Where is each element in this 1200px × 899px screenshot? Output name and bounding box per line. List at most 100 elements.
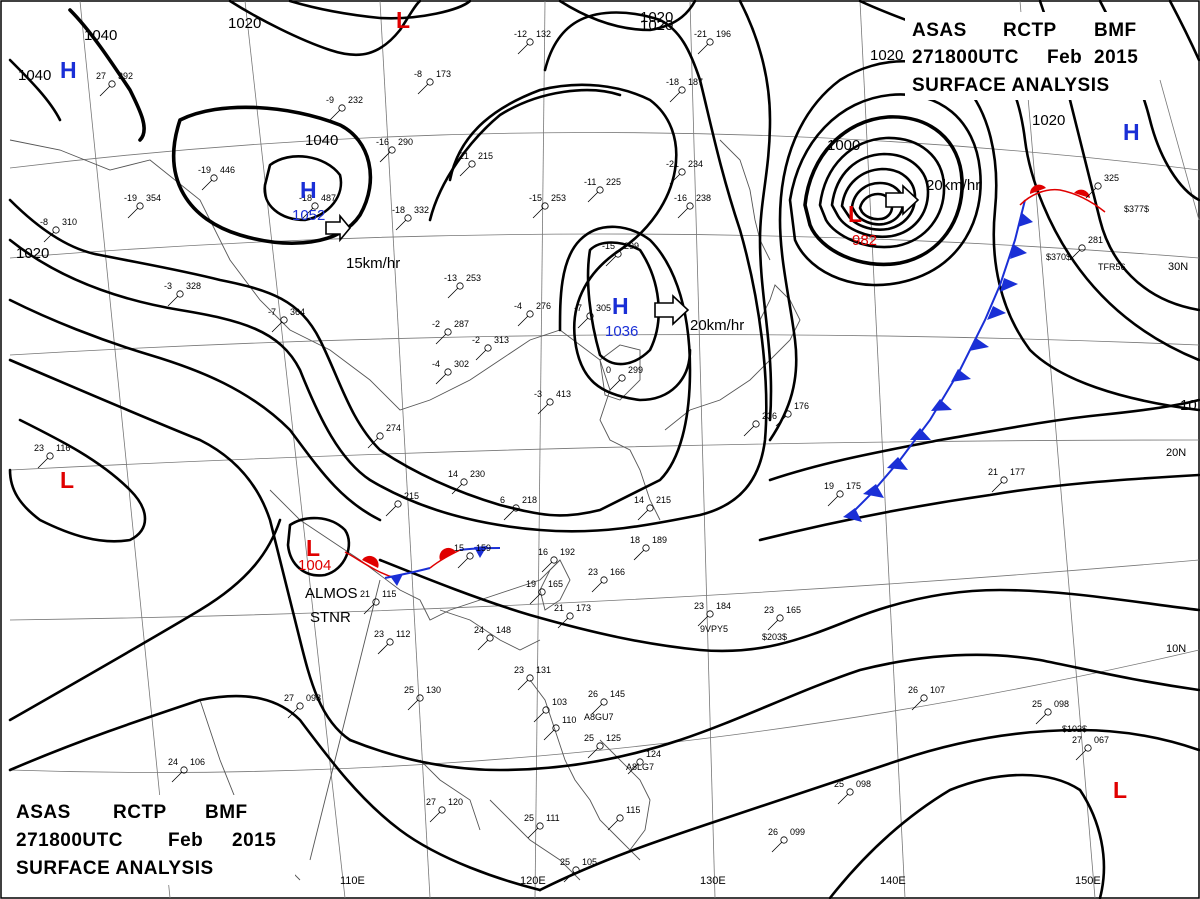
station-obs: 110 — [543, 715, 576, 741]
wind-barb-icon — [43, 231, 55, 243]
station-pressure: 067 — [1094, 735, 1109, 745]
motion-label-1: 15km/hr — [346, 255, 400, 272]
station-temperature: 27 — [1072, 735, 1082, 745]
isobar-label: 1040 — [18, 67, 51, 84]
isobar-label: 1020 — [228, 15, 261, 32]
station-circle — [280, 316, 288, 324]
station-temperature: 21 — [988, 467, 998, 477]
station-obs: 24 148 — [474, 625, 511, 651]
station-temperature: -12 — [514, 29, 527, 39]
station-pressure: 106 — [190, 757, 205, 767]
station-pressure: 165 — [786, 605, 801, 615]
station-circle — [1078, 244, 1086, 252]
station-temperature: 19 — [824, 481, 834, 491]
station-circle — [444, 328, 452, 336]
station-circle — [388, 146, 396, 154]
station-temperature: -13 — [444, 273, 457, 283]
wind-barb-icon — [302, 207, 314, 219]
wind-barb-icon — [429, 811, 441, 823]
station-pressure: 115 — [382, 589, 396, 599]
wind-barb-icon — [395, 219, 407, 231]
station-obs: 21 177 — [988, 467, 1025, 493]
station-temperature: -3 — [164, 281, 172, 291]
station-circle — [920, 694, 928, 702]
longitude-line-130e — [689, 0, 716, 899]
wind-barb-icon — [607, 819, 619, 831]
station-circle — [526, 310, 534, 318]
wind-barb-icon — [127, 207, 139, 219]
latitude-label-10n: 10N — [1166, 643, 1186, 655]
station-circle — [444, 368, 452, 376]
wind-barb-icon — [201, 179, 213, 191]
station-pressure: 287 — [454, 319, 469, 329]
station-temperature: -2 — [472, 335, 480, 345]
station-obs: -8 173 — [414, 69, 451, 95]
station-pressure: 281 — [1088, 235, 1103, 245]
wind-barb-icon — [533, 711, 545, 723]
station-circle — [108, 80, 116, 88]
header-bottom-line3: SURFACE ANALYSIS — [16, 858, 214, 879]
wind-barb-icon — [633, 549, 645, 561]
station-obs: -7 305 — [574, 303, 611, 329]
station-obs: -16 238 — [674, 193, 711, 219]
longitude-label-130e: 130E — [700, 875, 726, 887]
isobar-nw-edge — [8, 58, 62, 122]
isobar-west-4 — [8, 358, 352, 742]
station-pressure: 124 — [646, 749, 661, 759]
station-pressure: 159 — [476, 543, 491, 553]
station-obs: 26 145 — [588, 689, 625, 715]
wind-barb-icon — [563, 871, 575, 883]
center-h-1: H 1052 — [292, 177, 325, 224]
isobar-top-1 — [228, 0, 422, 57]
wind-barb-icon — [743, 425, 755, 437]
station-pressure: 313 — [494, 335, 509, 345]
wind-barb-icon — [577, 317, 589, 329]
station-obs: -13 253 — [444, 273, 481, 299]
station-circle — [176, 290, 184, 298]
header-bottom-line2-a: 271800UTC — [16, 830, 123, 851]
station-temperature: -2 — [432, 319, 440, 329]
header-bottom-line1-c: BMF — [205, 802, 248, 823]
station-circle — [636, 758, 644, 766]
wind-barb-icon — [837, 793, 849, 805]
station-temperature: 24 — [474, 625, 484, 635]
header-top-line2-b: Feb — [1047, 47, 1082, 68]
station-temperature: -7 — [268, 307, 276, 317]
latitude-line-40n — [9, 132, 1200, 171]
isobar-west-3 — [8, 298, 382, 522]
station-obs: 27 392 — [96, 71, 133, 97]
station-temperature: 6 — [500, 495, 505, 505]
station-obs: -4 302 — [432, 359, 469, 385]
station-pressure: 446 — [220, 165, 235, 175]
wind-barb-icon — [329, 109, 341, 121]
station-pressure: 173 — [576, 603, 591, 613]
isobar-east-1 — [768, 398, 1200, 482]
latitude-label-30n: 30N — [1168, 261, 1188, 273]
header-top-line2-a: 271800UTC — [912, 47, 1019, 68]
station-pressure: 098 — [306, 693, 321, 703]
station-circle — [438, 806, 446, 814]
wind-barb-icon — [517, 679, 529, 691]
station-obs: -21 234 — [666, 159, 703, 185]
station-circle — [678, 86, 686, 94]
station-obs: -15 253 — [529, 193, 566, 219]
isobar-label: 1020 — [16, 245, 49, 262]
station-temperature: 14 — [448, 469, 458, 479]
isobar-label: 1020 — [640, 17, 673, 34]
station-obs: 6 218 — [500, 495, 537, 521]
ship-id: $203$ — [762, 632, 787, 642]
station-circle — [686, 202, 694, 210]
station-circle — [780, 836, 788, 844]
station-circle — [394, 500, 402, 508]
wind-barb-icon — [532, 207, 544, 219]
wind-barb-icon — [363, 603, 375, 615]
station-obs: 24 106 — [168, 757, 205, 783]
wind-barb-icon — [517, 315, 529, 327]
station-circle — [416, 694, 424, 702]
station-pressure: 148 — [496, 625, 511, 635]
station-obs: 236 — [743, 411, 777, 437]
isobar-1040-nw — [68, 8, 146, 142]
station-temperature: -16 — [376, 137, 389, 147]
